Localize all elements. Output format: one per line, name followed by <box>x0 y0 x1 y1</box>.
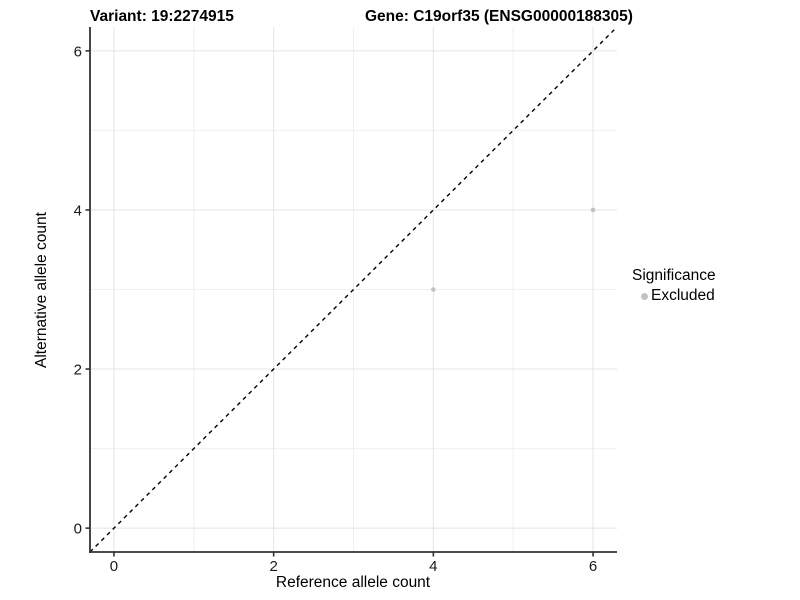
legend-title: Significance <box>632 267 716 284</box>
svg-text:0: 0 <box>110 558 118 575</box>
svg-text:4: 4 <box>429 558 437 575</box>
legend-item-excluded: Excluded <box>632 287 716 305</box>
legend-key <box>632 287 656 305</box>
plot-title-variant: Variant: 19:2274915 <box>90 8 234 25</box>
svg-text:0: 0 <box>74 521 82 538</box>
svg-text:2: 2 <box>74 361 82 378</box>
svg-text:6: 6 <box>74 43 82 60</box>
svg-text:6: 6 <box>589 558 597 575</box>
y-axis-title: Alternative allele count <box>33 212 50 368</box>
legend-key-dot-icon <box>640 292 648 300</box>
legend-item-label: Excluded <box>651 287 715 304</box>
x-axis-title: Reference allele count <box>275 574 431 591</box>
legend: Significance Excluded <box>632 267 716 305</box>
svg-text:2: 2 <box>269 558 277 575</box>
plot-title-gene: Gene: C19orf35 (ENSG00000188305) <box>365 8 633 25</box>
svg-text:4: 4 <box>74 202 82 219</box>
